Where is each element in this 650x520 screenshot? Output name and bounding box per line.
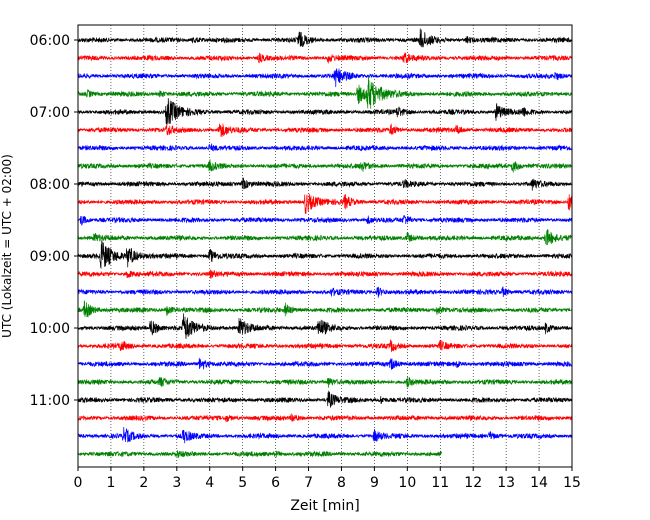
- trace-0945: [77, 300, 573, 318]
- trace-0900: [77, 240, 573, 270]
- y-tick-label: 08:00: [30, 177, 70, 193]
- x-tick-label: 4: [205, 475, 214, 491]
- x-tick-label: 9: [370, 475, 379, 491]
- trace-0730: [77, 142, 573, 152]
- x-tick-label: 6: [271, 475, 280, 491]
- y-tick-label: 09:00: [30, 249, 70, 265]
- trace-0930: [77, 286, 573, 298]
- trace-0645: [77, 76, 573, 109]
- x-tick-label: 13: [497, 475, 515, 491]
- trace-0715: [77, 123, 573, 137]
- x-axis: 0 1 2 3 4 5 6 7 8 9 10 11 12 13 14 15: [74, 467, 581, 491]
- trace-1100: [77, 390, 573, 408]
- x-tick-label: 0: [74, 475, 83, 491]
- trace-0700: [77, 98, 573, 126]
- trace-1130: [77, 427, 573, 444]
- trace-1145: [77, 450, 443, 459]
- x-tick-label: 3: [172, 475, 181, 491]
- y-tick-label: 11:00: [30, 393, 70, 409]
- y-tick-label: 10:00: [30, 321, 70, 337]
- x-tick-label: 5: [238, 475, 247, 491]
- x-tick-label: 2: [139, 475, 148, 491]
- x-axis-label: Zeit [min]: [290, 498, 359, 514]
- trace-1045: [77, 376, 573, 388]
- trace-0600: [77, 28, 573, 48]
- trace-1115: [77, 412, 573, 423]
- trace-0915: [77, 269, 573, 279]
- x-tick-label: 10: [398, 475, 416, 491]
- trace-0615: [77, 52, 573, 64]
- trace-1015: [77, 339, 573, 353]
- trace-0815: [77, 193, 573, 214]
- traces: [77, 28, 573, 459]
- y-axis-label: UTC (Lokalzeit = UTC + 02:00): [0, 154, 14, 338]
- trace-0745: [77, 159, 573, 173]
- trace-0845: [77, 229, 573, 246]
- axes-frame: [77, 24, 573, 468]
- x-tick-label: 7: [304, 475, 313, 491]
- x-tick-label: 14: [530, 475, 548, 491]
- x-tick-label: 11: [431, 475, 449, 491]
- trace-0630: [77, 68, 573, 88]
- trace-1030: [77, 357, 573, 370]
- x-tick-label: 12: [464, 475, 482, 491]
- trace-0800: [77, 177, 573, 191]
- x-tick-label: 15: [563, 475, 581, 491]
- trace-0830: [77, 215, 573, 226]
- x-tick-label: 8: [337, 475, 346, 491]
- trace-1000: [77, 313, 573, 339]
- y-tick-label: 07:00: [30, 105, 70, 121]
- y-axis: 06:00 07:00 08:00 09:00 10:00 11:00: [30, 33, 78, 409]
- y-tick-label: 06:00: [30, 33, 70, 49]
- x-tick-label: 1: [106, 475, 115, 491]
